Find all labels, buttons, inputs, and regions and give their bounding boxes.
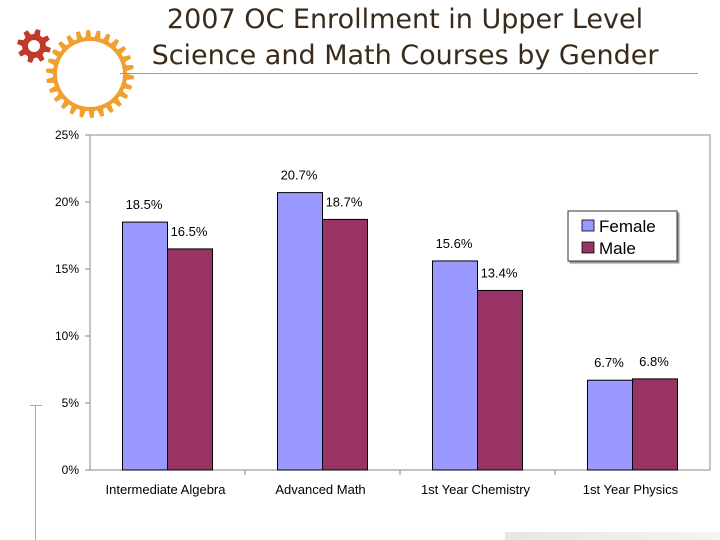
legend-label-female: Female [599,217,656,236]
bar-female [122,221,168,471]
bar-female [277,192,323,471]
legend-label-male: Male [599,239,636,258]
slide-title-line-2: Science and Math Courses by Gender [151,40,659,71]
bottom-decoration [505,532,720,540]
y-tick-label: 0% [62,463,80,477]
title-divider [120,73,698,74]
small-gear-icon [17,29,51,63]
slide-title: 2007 OC Enrollment in Upper Level Scienc… [120,2,690,74]
small-gear-hole [28,40,40,52]
y-tick-label: 10% [55,329,79,343]
data-labels: 18.5% 16.5% 20.7% 18.7% 15.6% 13.4% 6.7% 6.8% [126,168,670,371]
left-accent-tick [30,405,42,406]
data-label-male: 18.7% [326,194,363,209]
x-tick-label: Intermediate Algebra [106,482,227,497]
data-label-male: 16.5% [171,224,208,239]
data-label-male: 6.8% [639,354,669,369]
bars [122,192,678,471]
bar-male [167,248,213,471]
y-tick-label: 25% [55,128,79,142]
data-label-female: 20.7% [281,168,318,183]
large-gear-hole [57,41,123,107]
legend: Female Male [567,210,678,262]
x-tick-label: 1st Year Chemistry [421,482,531,497]
slide-title-line-1: 2007 OC Enrollment in Upper Level [166,4,644,35]
bar-male [632,378,678,471]
bar-male [322,218,368,471]
data-label-female: 6.7% [594,355,624,370]
x-axis: Intermediate Algebra Advanced Math 1st Yea… [106,470,679,497]
data-label-female: 18.5% [126,197,163,212]
data-label-male: 13.4% [481,265,518,280]
bar-female [587,379,633,471]
y-tick-label: 15% [55,262,79,276]
y-tick-label: 20% [55,195,79,209]
y-axis: 0% 5% 10% 15% 20% 25% [55,128,90,477]
legend-swatch-female [581,219,595,232]
large-gear-icon [46,30,134,118]
y-tick-label: 5% [62,396,80,410]
bar-male [477,289,523,471]
bar-female [432,260,478,471]
large-gear-ring [53,37,127,111]
data-label-female: 15.6% [436,236,473,251]
x-tick-label: 1st Year Physics [583,482,679,497]
x-tick-label: Advanced Math [275,482,365,497]
legend-swatch-male [581,241,595,254]
gear-logo-icon [17,29,134,118]
left-accent-line [35,405,36,540]
